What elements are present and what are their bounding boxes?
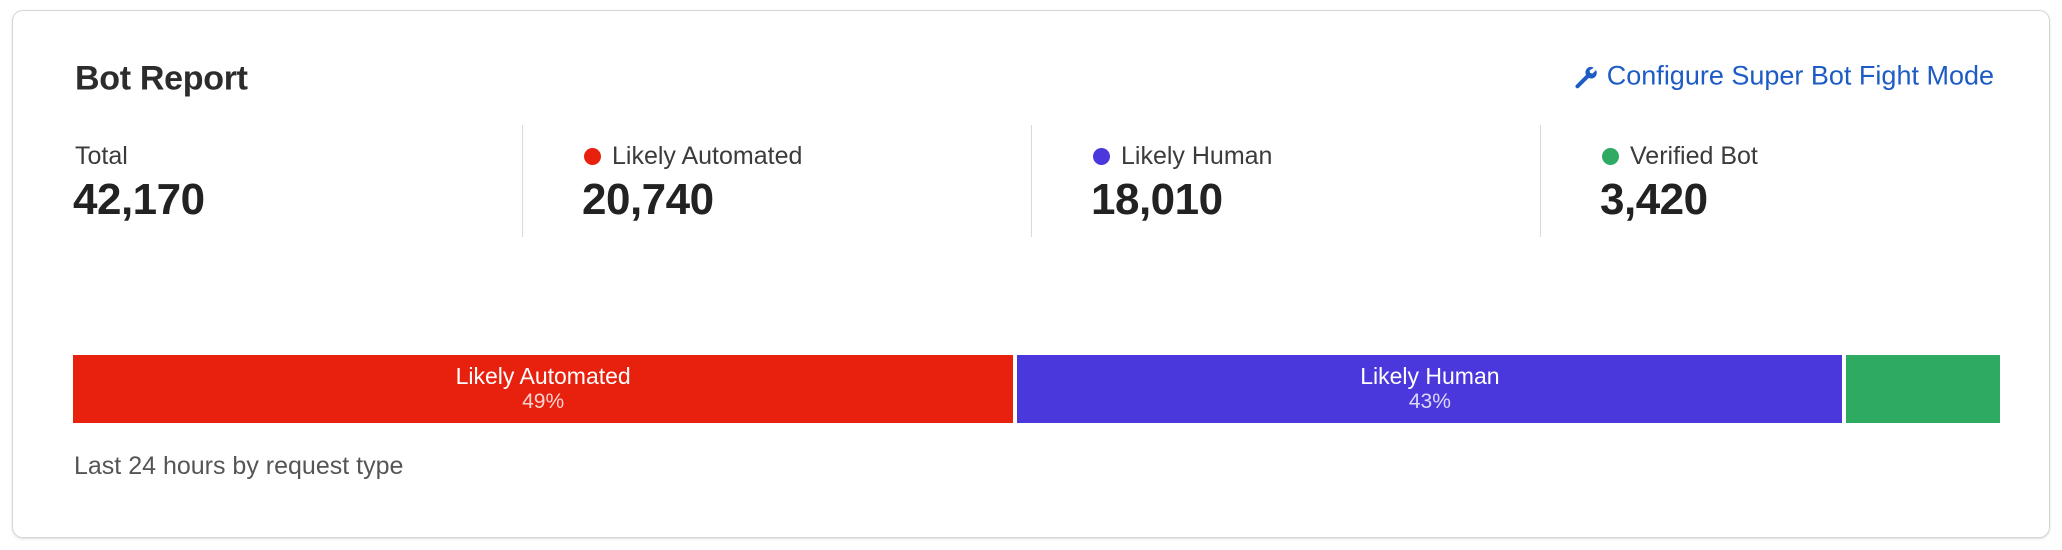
bar-segment-label: Likely Automated [455,363,631,390]
stat-total: Total 42,170 [13,123,522,245]
stat-value: 42,170 [73,175,205,224]
stat-verified-bot: Verified Bot 3,420 [1540,123,2049,245]
stat-likely-automated: Likely Automated 20,740 [522,123,1031,245]
stat-label: Verified Bot [1602,142,1758,171]
footer-caption: Last 24 hours by request type [74,452,404,480]
stat-value: 3,420 [1600,175,1708,224]
bar-segment-label: Likely Human [1360,363,1500,390]
request-type-stacked-bar: Likely Automated 49% Likely Human 43% [73,355,2000,423]
card-header: Bot Report Configure Super Bot Fight Mod… [13,11,2049,126]
green-dot-icon [1602,148,1619,165]
stat-label: Likely Human [1093,142,1272,171]
stat-label-text: Likely Human [1121,142,1273,170]
page-title: Bot Report [75,59,248,98]
stat-label: Total [75,142,128,171]
stat-value: 18,010 [1091,175,1223,224]
stat-label-text: Total [75,142,128,170]
stat-likely-human: Likely Human 18,010 [1031,123,1540,245]
configure-super-bot-fight-mode-link[interactable]: Configure Super Bot Fight Mode [1572,61,1994,92]
bar-segment-percent: 49% [522,390,565,414]
bar-segment-likely-automated[interactable]: Likely Automated 49% [73,355,1014,423]
stat-value: 20,740 [582,175,714,224]
purple-dot-icon [1093,148,1110,165]
stat-label: Likely Automated [584,142,802,171]
wrench-icon [1572,64,1598,90]
bar-segment-likely-human[interactable]: Likely Human 43% [1017,355,1843,423]
red-dot-icon [584,148,601,165]
configure-link-label: Configure Super Bot Fight Mode [1606,60,1994,91]
stat-label-text: Likely Automated [612,142,803,170]
bar-segment-verified-bot[interactable] [1846,355,2000,423]
bot-report-card: Bot Report Configure Super Bot Fight Mod… [12,10,2050,538]
stats-row: Total 42,170 Likely Automated 20,740 Lik… [13,123,2049,245]
stat-label-text: Verified Bot [1630,142,1758,170]
bar-segment-percent: 43% [1408,390,1451,414]
